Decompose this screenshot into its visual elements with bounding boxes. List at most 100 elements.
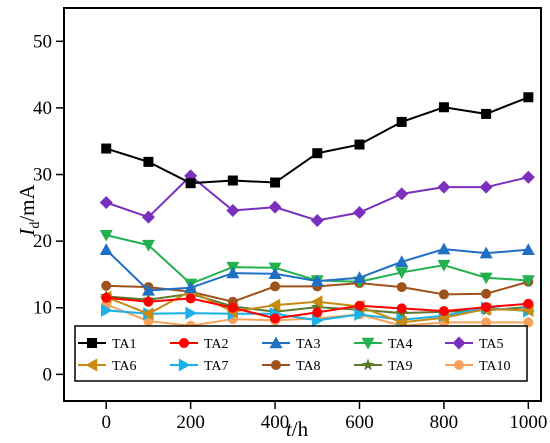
legend-marker bbox=[179, 338, 189, 348]
data-point-ta8 bbox=[101, 280, 112, 291]
y-tick-label: 20 bbox=[33, 231, 52, 252]
data-point-ta3 bbox=[141, 283, 155, 296]
legend-label: TA7 bbox=[204, 359, 229, 374]
data-point-ta8 bbox=[396, 282, 407, 293]
data-point-ta1 bbox=[185, 178, 196, 189]
data-point-ta5 bbox=[268, 200, 282, 214]
data-point-ta2 bbox=[185, 293, 196, 304]
x-axis-title: t/h bbox=[286, 417, 309, 441]
data-point-ta4 bbox=[521, 275, 535, 287]
data-point-ta2 bbox=[396, 303, 407, 314]
y-axis-title: Id/mA bbox=[15, 184, 43, 237]
data-point-ta3 bbox=[99, 243, 113, 255]
data-point-ta5 bbox=[479, 180, 493, 194]
data-point-ta9 bbox=[311, 300, 324, 313]
data-point-ta2 bbox=[354, 300, 365, 311]
series-ta1 bbox=[101, 92, 534, 189]
data-point-ta2 bbox=[438, 306, 449, 317]
legend-item-ta5: TA5 bbox=[445, 336, 504, 352]
legend-item-ta9: TA9 bbox=[354, 358, 413, 374]
data-point-ta1 bbox=[143, 156, 154, 167]
x-tick-label: 1000 bbox=[509, 412, 547, 433]
data-point-ta8 bbox=[270, 281, 281, 292]
y-tick-label: 40 bbox=[33, 98, 52, 119]
legend: TA1 TA2 TA3 TA4 TA5 TA6 TA7 TA8 TA9 TA10 bbox=[74, 325, 528, 382]
legend-label: TA8 bbox=[296, 359, 321, 374]
data-point-ta4 bbox=[479, 272, 493, 285]
series-ta2 bbox=[101, 292, 534, 324]
data-point-ta3 bbox=[352, 271, 366, 283]
data-point-ta4 bbox=[141, 239, 155, 252]
data-point-ta3 bbox=[268, 267, 282, 279]
data-point-ta2 bbox=[227, 302, 238, 313]
data-point-ta1 bbox=[396, 116, 407, 127]
x-tick-label: 0 bbox=[101, 412, 111, 433]
data-point-ta5 bbox=[521, 170, 535, 184]
data-point-ta5 bbox=[99, 196, 113, 210]
data-point-ta5 bbox=[437, 180, 451, 194]
data-point-ta8 bbox=[438, 289, 449, 300]
x-tick-label: 200 bbox=[176, 412, 205, 433]
data-point-ta2 bbox=[270, 313, 281, 324]
legend-marker bbox=[361, 337, 375, 350]
legend-marker bbox=[454, 360, 464, 370]
data-point-ta1 bbox=[481, 108, 492, 119]
legend-box bbox=[74, 325, 528, 382]
legend-item-ta6: TA6 bbox=[78, 358, 137, 374]
series-ta5 bbox=[99, 169, 535, 227]
series-ta3 bbox=[99, 242, 535, 296]
data-point-ta5 bbox=[310, 213, 324, 227]
series-layer bbox=[99, 92, 535, 331]
legend-item-ta1: TA1 bbox=[78, 337, 137, 352]
legend-marker bbox=[271, 360, 281, 370]
y-axis: 0 10 20 30 40 50 bbox=[33, 31, 64, 385]
x-tick-label: 400 bbox=[261, 412, 290, 433]
data-point-ta1 bbox=[312, 148, 323, 159]
data-point-ta7 bbox=[101, 303, 113, 317]
x-tick-label: 600 bbox=[345, 412, 374, 433]
data-point-ta2 bbox=[143, 296, 154, 307]
data-point-ta5 bbox=[226, 203, 240, 217]
data-point-ta1 bbox=[227, 175, 238, 186]
data-point-ta3 bbox=[184, 281, 198, 293]
data-point-ta6 bbox=[141, 307, 154, 321]
legend-marker bbox=[85, 358, 98, 372]
data-point-ta3 bbox=[437, 242, 451, 255]
data-point-ta5 bbox=[141, 210, 155, 224]
y-tick-label: 10 bbox=[33, 298, 52, 319]
data-point-ta3 bbox=[395, 255, 409, 267]
x-axis: 0 200 400 600 800 1000 bbox=[101, 401, 547, 433]
legend-label: TA10 bbox=[479, 359, 511, 374]
data-point-ta1 bbox=[354, 139, 365, 150]
data-point-ta2 bbox=[481, 302, 492, 313]
data-point-ta3 bbox=[310, 274, 324, 287]
data-point-ta6 bbox=[268, 298, 281, 312]
data-point-ta5 bbox=[395, 187, 409, 201]
data-point-ta4 bbox=[99, 229, 113, 242]
legend-label: TA9 bbox=[388, 359, 413, 374]
x-tick-label: 800 bbox=[430, 412, 459, 433]
y-tick-label: 50 bbox=[33, 31, 52, 52]
data-point-ta1 bbox=[523, 92, 534, 103]
legend-item-ta7: TA7 bbox=[170, 358, 229, 374]
data-point-ta2 bbox=[312, 307, 323, 318]
legend-label: TA3 bbox=[296, 337, 321, 352]
data-point-ta4 bbox=[437, 259, 451, 272]
legend-label: TA1 bbox=[112, 337, 137, 352]
data-point-ta1 bbox=[101, 143, 112, 154]
legend-marker bbox=[87, 338, 97, 348]
legend-item-ta10: TA10 bbox=[445, 359, 511, 374]
legend-marker bbox=[452, 336, 466, 350]
data-point-ta3 bbox=[226, 266, 240, 279]
data-point-ta8 bbox=[481, 288, 492, 299]
legend-marker bbox=[269, 336, 283, 349]
data-point-ta1 bbox=[270, 177, 281, 188]
data-point-ta1 bbox=[438, 102, 449, 113]
legend-label: TA6 bbox=[112, 359, 137, 374]
data-point-ta10 bbox=[523, 317, 534, 328]
data-point-ta2 bbox=[101, 292, 112, 303]
legend-marker bbox=[178, 358, 191, 372]
data-point-ta7 bbox=[354, 307, 366, 321]
legend-label: TA4 bbox=[388, 337, 413, 352]
